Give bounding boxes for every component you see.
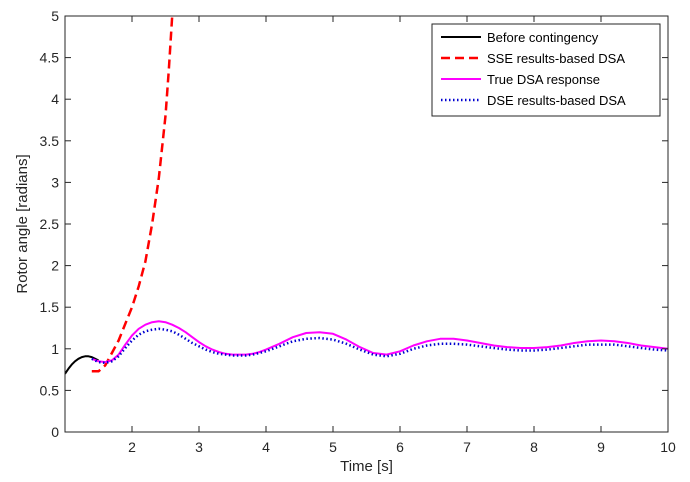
x-tick-label: 3 [195,439,203,455]
y-axis-label: Rotor angle [radians] [14,154,31,293]
y-tick-label: 4.5 [40,50,60,66]
series-line-sse-results-based-dsa [91,16,174,373]
legend-label-dse-dsa: DSE results-based DSA [487,93,626,108]
x-tick-label: 2 [128,439,136,455]
y-tick-label: 1.5 [40,299,60,315]
x-axis-label: Time [s] [340,458,393,475]
x-tick-label: 6 [396,439,404,455]
x-tick-label: 8 [530,439,538,455]
y-tick-label: 1 [51,341,59,357]
y-tick-label: 3 [51,174,59,190]
legend-label-sse-dsa: SSE results-based DSA [487,51,625,66]
y-tick-label: 3.5 [40,133,60,149]
x-tick-label: 5 [329,439,337,455]
x-tick-label: 10 [660,439,676,455]
series-line-true-dsa-response [91,320,668,364]
series-layer [65,16,668,375]
x-ticks: 2 3 4 5 6 7 8 9 10 [128,16,676,455]
y-tick-label: 2.5 [40,216,60,232]
x-tick-label: 7 [463,439,471,455]
x-tick-label: 9 [597,439,605,455]
y-tick-label: 4 [51,91,59,107]
y-tick-label: 2 [51,258,59,274]
x-tick-label: 4 [262,439,270,455]
y-tick-label: 0.5 [40,382,60,398]
legend-label-before-contingency: Before contingency [487,30,599,45]
legend: Before contingency SSE results-based DSA… [431,23,661,117]
y-ticks: 0 0.5 1 1.5 2 2.5 3 3.5 4 4.5 5 [40,8,668,440]
y-tick-label: 5 [51,8,59,24]
legend-label-true-dsa: True DSA response [487,72,600,87]
series-line-before-contingency [65,355,99,375]
y-tick-label: 0 [51,424,59,440]
